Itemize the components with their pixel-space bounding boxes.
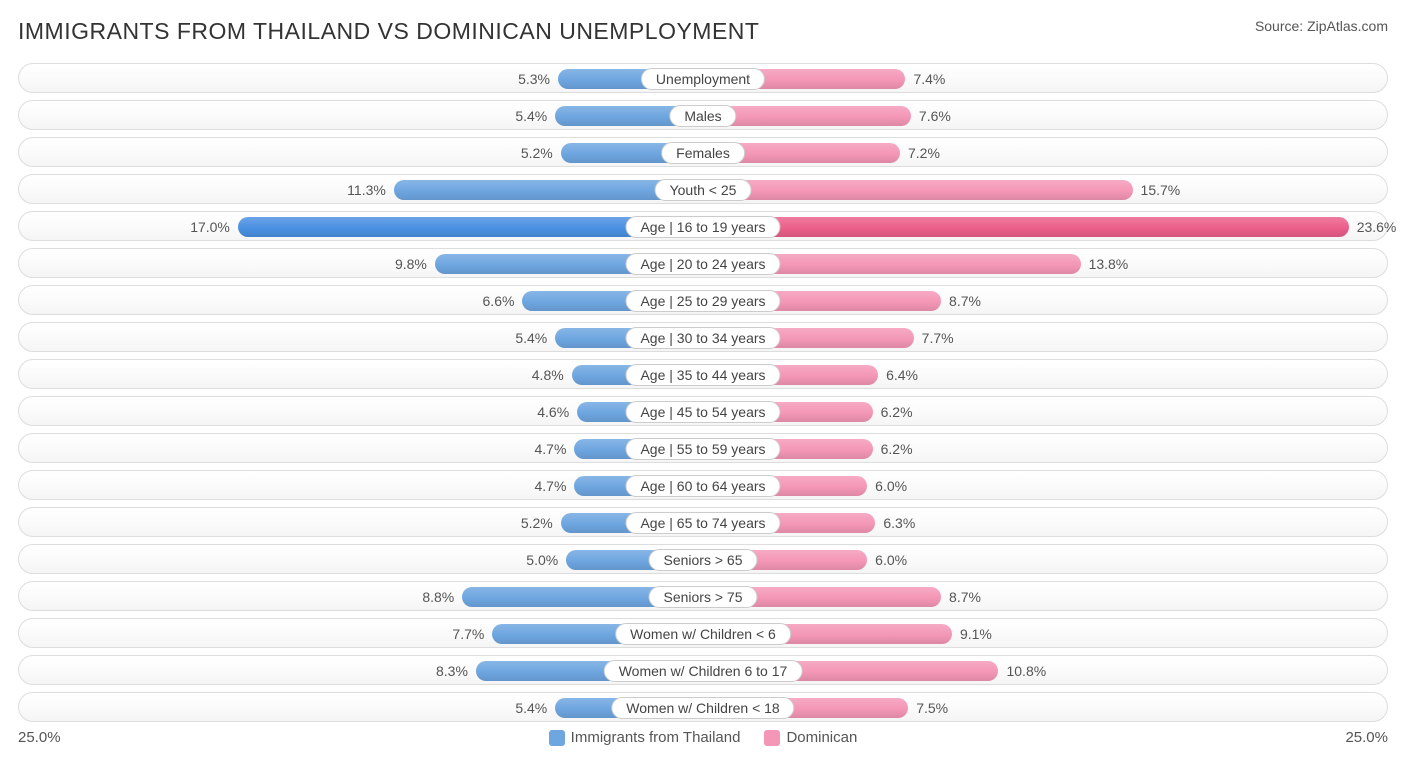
category-label: Age | 30 to 34 years (625, 327, 780, 349)
category-label: Age | 55 to 59 years (625, 438, 780, 460)
axis-max-right: 25.0% (1345, 729, 1388, 746)
chart-rows: 5.3% 7.4% Unemployment 5.4% 7.6% Males 5.2% 7.2… (18, 63, 1388, 722)
value-label-right: 13.8% (1089, 249, 1129, 279)
chart-row: 5.2% 7.2% Females (18, 137, 1388, 167)
value-label-left: 7.7% (452, 619, 484, 649)
chart-row: 5.0% 6.0% Seniors > 65 (18, 544, 1388, 574)
value-label-left: 5.4% (515, 323, 547, 353)
value-label-right: 6.2% (881, 397, 913, 427)
legend-item-right: Dominican (764, 729, 857, 746)
category-label: Unemployment (641, 68, 765, 90)
source-prefix: Source: (1255, 18, 1307, 34)
chart-row: 5.4% 7.6% Males (18, 100, 1388, 130)
chart-row: 5.3% 7.4% Unemployment (18, 63, 1388, 93)
value-label-left: 11.3% (347, 175, 386, 205)
chart-row: 4.8% 6.4% Age | 35 to 44 years (18, 359, 1388, 389)
source-name: ZipAtlas.com (1307, 18, 1388, 34)
value-label-right: 7.7% (922, 323, 954, 353)
category-label: Age | 65 to 74 years (625, 512, 780, 534)
value-label-right: 7.2% (908, 138, 940, 168)
category-label: Age | 35 to 44 years (625, 364, 780, 386)
category-label: Age | 60 to 64 years (625, 475, 780, 497)
value-label-left: 4.7% (535, 434, 567, 464)
value-label-left: 5.4% (515, 693, 547, 723)
value-label-right: 15.7% (1141, 175, 1181, 205)
value-label-right: 6.4% (886, 360, 918, 390)
legend-swatch-right (764, 730, 780, 746)
category-label: Age | 16 to 19 years (625, 216, 780, 238)
value-label-left: 5.4% (515, 101, 547, 131)
value-label-right: 7.5% (916, 693, 948, 723)
bar-right (703, 217, 1349, 237)
chart-row: 5.4% 7.7% Age | 30 to 34 years (18, 322, 1388, 352)
chart-row: 4.7% 6.0% Age | 60 to 64 years (18, 470, 1388, 500)
category-label: Youth < 25 (655, 179, 752, 201)
chart-row: 11.3% 15.7% Youth < 25 (18, 174, 1388, 204)
header: IMMIGRANTS FROM THAILAND VS DOMINICAN UN… (18, 18, 1388, 45)
axis-row: 25.0% Immigrants from Thailand Dominican… (18, 729, 1388, 746)
bar-right (703, 180, 1133, 200)
value-label-left: 9.8% (395, 249, 427, 279)
legend-label-right: Dominican (786, 729, 857, 746)
chart-row: 7.7% 9.1% Women w/ Children < 6 (18, 618, 1388, 648)
value-label-left: 4.7% (535, 471, 567, 501)
chart-row: 4.7% 6.2% Age | 55 to 59 years (18, 433, 1388, 463)
value-label-right: 23.6% (1357, 212, 1397, 242)
category-label: Age | 20 to 24 years (625, 253, 780, 275)
category-label: Women w/ Children 6 to 17 (604, 660, 803, 682)
legend: Immigrants from Thailand Dominican (549, 729, 858, 746)
chart-row: 17.0%23.6%Age | 16 to 19 years (18, 211, 1388, 241)
legend-item-left: Immigrants from Thailand (549, 729, 741, 746)
chart-title: IMMIGRANTS FROM THAILAND VS DOMINICAN UN… (18, 18, 759, 45)
value-label-right: 8.7% (949, 582, 981, 612)
value-label-right: 6.0% (875, 471, 907, 501)
value-label-right: 7.6% (919, 101, 951, 131)
category-label: Age | 25 to 29 years (625, 290, 780, 312)
value-label-right: 8.7% (949, 286, 981, 316)
value-label-left: 5.2% (521, 138, 553, 168)
chart-row: 8.3% 10.8% Women w/ Children 6 to 17 (18, 655, 1388, 685)
category-label: Seniors > 75 (649, 586, 758, 608)
value-label-left: 5.0% (526, 545, 558, 575)
chart-row: 6.6% 8.7% Age | 25 to 29 years (18, 285, 1388, 315)
value-label-left: 5.3% (518, 64, 550, 94)
chart-row: 4.6% 6.2% Age | 45 to 54 years (18, 396, 1388, 426)
value-label-right: 6.3% (883, 508, 915, 538)
category-label: Women w/ Children < 6 (615, 623, 791, 645)
value-label-right: 6.0% (875, 545, 907, 575)
value-label-left: 4.6% (537, 397, 569, 427)
value-label-right: 10.8% (1006, 656, 1046, 686)
category-label: Age | 45 to 54 years (625, 401, 780, 423)
category-label: Women w/ Children < 18 (611, 697, 794, 719)
value-label-left: 4.8% (532, 360, 564, 390)
legend-label-left: Immigrants from Thailand (571, 729, 741, 746)
value-label-right: 9.1% (960, 619, 992, 649)
value-label-left: 6.6% (483, 286, 515, 316)
axis-max-left: 25.0% (18, 729, 61, 746)
value-label-left: 8.8% (422, 582, 454, 612)
value-label-left: 8.3% (436, 656, 468, 686)
value-label-right: 6.2% (881, 434, 913, 464)
category-label: Males (669, 105, 736, 127)
value-label-right: 7.4% (913, 64, 945, 94)
source-attribution: Source: ZipAtlas.com (1255, 18, 1388, 34)
chart-row: 9.8% 13.8% Age | 20 to 24 years (18, 248, 1388, 278)
legend-swatch-left (549, 730, 565, 746)
chart-row: 5.4% 7.5% Women w/ Children < 18 (18, 692, 1388, 722)
value-label-left: 5.2% (521, 508, 553, 538)
category-label: Seniors > 65 (649, 549, 758, 571)
chart-row: 8.8% 8.7% Seniors > 75 (18, 581, 1388, 611)
category-label: Females (661, 142, 745, 164)
chart-container: IMMIGRANTS FROM THAILAND VS DOMINICAN UN… (0, 0, 1406, 756)
value-label-left: 17.0% (190, 212, 230, 242)
chart-row: 5.2% 6.3% Age | 65 to 74 years (18, 507, 1388, 537)
